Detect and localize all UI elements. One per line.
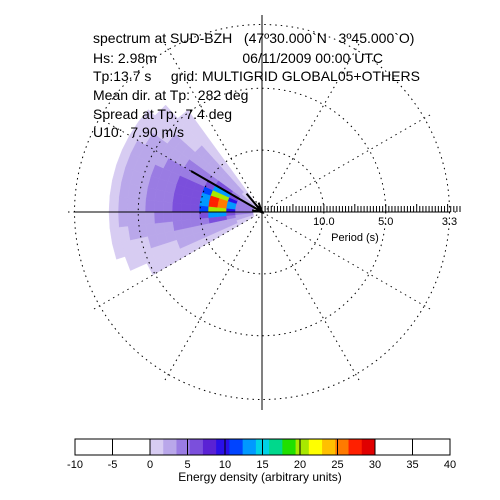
period-tick-label: 10.0 <box>313 216 334 228</box>
energy-cell <box>207 211 218 218</box>
colorbar-swatch <box>229 439 244 455</box>
colorbar-tick-label: 20 <box>294 459 306 471</box>
colorbar-swatch <box>150 439 164 455</box>
energy-cell <box>162 211 173 223</box>
direction-spoke <box>261 211 362 384</box>
energy-cell <box>135 198 146 213</box>
title-line: spectrum at SUD-BZH (47º30.000`N 3º45.00… <box>93 30 415 46</box>
colorbar-swatch <box>322 439 336 455</box>
energy-cell <box>189 204 200 213</box>
energy-cell <box>144 199 155 213</box>
direction-spoke <box>261 211 434 312</box>
colorbar-swatch <box>335 439 350 455</box>
colorbar-tick-label: 30 <box>369 459 381 471</box>
period-tick-label: 5.0 <box>378 216 393 228</box>
energy-cell <box>117 211 128 228</box>
spread-line: Spread at Tp: 7.4 deg <box>93 106 233 122</box>
colorbar-tick-label: -5 <box>108 459 118 471</box>
tp-grid-line: Tp:13.7 s grid: MULTIGRID GLOBAL05+OTHER… <box>93 68 420 84</box>
colorbar-tick-label: 10 <box>219 459 231 471</box>
colorbar-tick-label: -10 <box>67 459 83 471</box>
energy-cell <box>135 211 146 226</box>
colorbar-swatch <box>282 439 297 455</box>
colorbar-swatch <box>202 439 217 455</box>
energy-cell <box>171 211 182 222</box>
direction-spoke <box>162 40 263 213</box>
energy-cell <box>126 211 137 227</box>
wind-arrow <box>190 170 263 213</box>
direction-arrows <box>190 170 265 215</box>
colorbar-swatch <box>176 439 191 455</box>
energy-cell <box>108 195 119 213</box>
energy-cell <box>189 211 200 220</box>
energy-cell <box>108 211 119 229</box>
energy-cell <box>154 104 172 122</box>
mean-direction-arrow <box>245 192 263 213</box>
period-tick-label: 3.3 <box>442 216 457 228</box>
energy-cell <box>144 211 155 225</box>
energy-cell <box>216 211 227 217</box>
mean-direction-arrow-head <box>252 202 264 215</box>
energy-cell <box>171 202 182 213</box>
colorbar-swatch <box>308 439 323 455</box>
direction-spoke <box>261 40 362 213</box>
colorbar-tick-label: 25 <box>331 459 343 471</box>
energy-cell <box>153 211 164 224</box>
colorbar-swatch <box>348 439 363 455</box>
u10-line: U10: 7.90 m/s <box>93 124 185 140</box>
direction-spoke <box>90 211 263 312</box>
period-ticks: 10.0 5.0 3.3 Period (s) <box>264 204 461 244</box>
colorbar-swatch <box>216 439 230 455</box>
colorbar-swatch <box>295 439 310 455</box>
colorbar: -10 -5 0 5 10 15 20 25 30 35 40 <box>67 438 456 471</box>
colorbar-label: Energy density (arbitrary units) <box>178 470 342 484</box>
colorbar-tick-label: 40 <box>444 459 456 471</box>
energy-cell <box>117 196 128 213</box>
hs-line: Hs: 2.98m 06/11/2009 00:00 UTC <box>93 50 383 66</box>
energy-cell <box>172 220 183 231</box>
colorbar-tick-label: 5 <box>184 459 190 471</box>
colorbar-swatch <box>269 439 283 455</box>
energy-cell <box>181 219 192 230</box>
colorbar-swatch <box>361 439 376 455</box>
colorbar-tick-label: 15 <box>256 459 268 471</box>
energy-cell <box>180 203 191 213</box>
energy-cell <box>180 211 191 221</box>
energy-cell <box>162 201 173 213</box>
colorbar-tick-label: 35 <box>406 459 418 471</box>
direction-spoke <box>162 211 263 384</box>
energy-cell <box>126 197 137 213</box>
mean-dir-line: Mean dir. at Tp: 282 deg <box>93 87 249 103</box>
colorbar-swatch <box>163 439 177 455</box>
colorbar-swatch <box>242 439 257 455</box>
energy-cell <box>163 221 175 233</box>
colorbar-tick-label: 0 <box>147 459 153 471</box>
period-axis-label: Period (s) <box>331 232 379 244</box>
energy-cell <box>177 109 194 126</box>
energy-cell <box>153 200 164 213</box>
colorbar-swatch <box>189 439 204 455</box>
energy-cell <box>137 109 156 128</box>
direction-spoke <box>261 112 434 213</box>
